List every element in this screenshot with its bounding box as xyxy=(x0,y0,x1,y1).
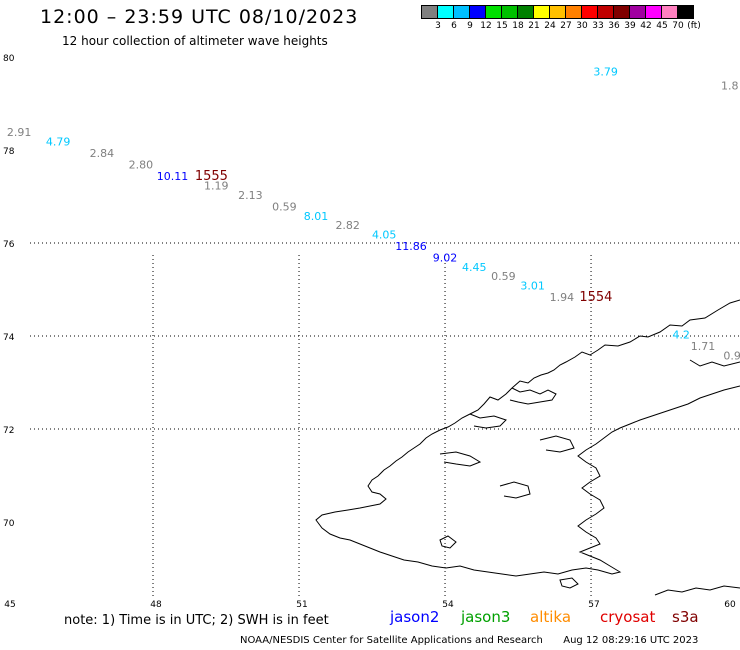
color-scale-label: 42 xyxy=(640,21,652,31)
vaygach-coast xyxy=(654,585,740,596)
color-scale-label: 9 xyxy=(467,21,473,31)
color-scale-bar xyxy=(421,5,694,19)
graticule xyxy=(30,242,740,598)
color-scale-label: 24 xyxy=(544,21,556,31)
color-scale-label: 27 xyxy=(560,21,572,31)
coast-inlet-4 xyxy=(539,435,575,453)
longitude-label: 51 xyxy=(296,600,308,610)
pass-time-label: 1554 xyxy=(579,290,612,305)
wave-height-value: 0.9 xyxy=(723,349,740,362)
wave-height-value: 3.01 xyxy=(520,280,545,293)
longitude-label: 45 xyxy=(4,600,16,610)
legend-cryosat: cryosat xyxy=(600,608,656,626)
footer-note: note: 1) Time is in UTC; 2) SWH is in fe… xyxy=(64,613,329,628)
color-scale-label: 6 xyxy=(451,21,457,31)
map-subtitle: 12 hour collection of altimeter wave hei… xyxy=(62,34,328,48)
coast-inlet-2 xyxy=(469,413,507,429)
generation-timestamp: Aug 12 08:29:16 UTC 2023 xyxy=(563,635,699,646)
color-scale-label: 70 xyxy=(672,21,684,31)
latitude-label: 76 xyxy=(3,240,15,250)
wave-height-value: 11.86 xyxy=(395,240,427,253)
legend-jason3: jason3 xyxy=(461,608,511,626)
wave-height-value: 2.84 xyxy=(90,147,115,160)
legend-jason2: jason2 xyxy=(390,608,440,626)
east-coast-fragment xyxy=(689,359,740,367)
wave-height-value: 4.79 xyxy=(46,135,71,148)
longitude-label: 60 xyxy=(724,600,736,610)
legend-altika: altika xyxy=(530,608,572,626)
latitude-label: 70 xyxy=(3,519,15,529)
color-scale-label: 21 xyxy=(528,21,540,31)
longitude-label: 54 xyxy=(442,600,454,610)
wave-height-value: 2.82 xyxy=(335,219,360,232)
wave-height-value: 1.19 xyxy=(204,180,229,193)
coast-island-2 xyxy=(559,577,579,589)
wave-height-value: 9.02 xyxy=(433,252,458,265)
wave-height-value: 1.8 xyxy=(721,80,739,93)
color-scale-label: (ft) xyxy=(687,21,701,31)
coast-inlet-3 xyxy=(439,451,482,467)
latitude-label: 74 xyxy=(3,333,15,343)
color-scale-label: 39 xyxy=(624,21,636,31)
credit-text: NOAA/NESDIS Center for Satellite Applica… xyxy=(240,635,543,646)
color-scale-label: 30 xyxy=(576,21,588,31)
color-scale-label: 33 xyxy=(592,21,604,31)
coast-inlet-1 xyxy=(509,387,557,405)
color-scale-label: 15 xyxy=(496,21,508,31)
map-title: 12:00 – 23:59 UTC 08/10/2023 xyxy=(40,6,359,28)
wave-height-value: 1.94 xyxy=(550,291,575,304)
color-scale-label: 45 xyxy=(656,21,668,31)
wave-height-value: 2.80 xyxy=(129,159,154,172)
wave-height-value: 2.13 xyxy=(238,189,263,202)
wave-height-value: 8.01 xyxy=(304,210,329,223)
longitude-label: 48 xyxy=(150,600,162,610)
color-scale-label: 3 xyxy=(435,21,441,31)
wave-height-value: 10.11 xyxy=(157,170,189,183)
wave-height-value: 3.79 xyxy=(593,66,618,79)
color-scale-label: 18 xyxy=(512,21,524,31)
longitude-label: 57 xyxy=(588,600,600,610)
footer-credit-line: NOAA/NESDIS Center for Satellite Applica… xyxy=(240,635,698,646)
coast-inlet-5 xyxy=(499,481,531,499)
color-scale-labels: 3 6 9 12 15 18 21 24 27 30 33 36 39 42 45 70 (ft) xyxy=(421,21,740,33)
coastline xyxy=(315,299,740,596)
wave-height-value: 4.05 xyxy=(372,228,397,241)
color-scale-label: 12 xyxy=(480,21,492,31)
pass-time-label: 1555 xyxy=(195,169,228,184)
wave-height-value: 2.91 xyxy=(7,126,32,139)
wave-height-value: 1.71 xyxy=(691,340,716,353)
wave-height-value: 4.45 xyxy=(462,261,487,274)
wave-height-value: 0.59 xyxy=(491,270,516,283)
novaya-zemlya-coast xyxy=(315,299,740,577)
latitude-label: 78 xyxy=(3,147,15,157)
latitude-label: 80 xyxy=(3,54,15,64)
color-swatch-16 xyxy=(677,5,694,19)
color-scale-label: 36 xyxy=(608,21,620,31)
wave-height-value: 0.59 xyxy=(272,200,297,213)
legend-s3a: s3a xyxy=(672,608,699,626)
latitude-label: 72 xyxy=(3,426,15,436)
coast-island-1 xyxy=(439,535,457,549)
wave-height-value: 4.2 xyxy=(672,328,690,341)
